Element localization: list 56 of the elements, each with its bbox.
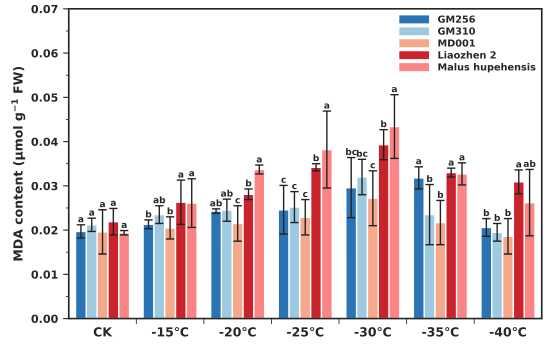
- annotation: a: [189, 171, 194, 176]
- annotation: a: [78, 217, 84, 222]
- annotation: b: [494, 214, 500, 222]
- annotation: a: [448, 160, 454, 166]
- annotation: c: [292, 184, 297, 190]
- x-tick-label: -15℃: [152, 327, 188, 337]
- y-tick-label: 0.06: [31, 49, 58, 58]
- y-tick-label: 0.02: [31, 226, 58, 234]
- annotation: a: [459, 155, 464, 160]
- annotation: b: [146, 210, 152, 218]
- legend-label: GM256: [438, 15, 475, 23]
- y-tick-label: 0.00: [31, 314, 58, 323]
- annotation: a: [178, 172, 184, 178]
- y-tick-label: 0.04: [31, 138, 58, 146]
- annotation: c: [302, 192, 308, 198]
- x-tick-label: -35℃: [422, 327, 458, 337]
- x-tick-label: -40℃: [490, 327, 526, 337]
- annotation: c: [370, 163, 375, 168]
- annotation: b: [505, 209, 511, 216]
- annotation: b: [438, 191, 444, 198]
- y-tick-label: 0.03: [31, 182, 58, 190]
- annotation: a: [324, 103, 330, 109]
- x-tick-label: -20℃: [219, 327, 256, 337]
- x-tick-label: -25℃: [287, 327, 324, 337]
- x-tick-label: -30℃: [354, 327, 391, 337]
- y-tick-label: 0.01: [31, 270, 58, 279]
- y-axis-title: MDA content (μmol g$^{−1}$ FW): [11, 66, 26, 261]
- annotation: a: [256, 157, 262, 163]
- annotation: c: [235, 198, 240, 204]
- annotation: ab: [524, 160, 536, 168]
- annotation: a: [416, 159, 422, 164]
- annotation: a: [392, 87, 397, 92]
- annotation: b: [381, 120, 386, 128]
- annotation: a: [100, 202, 105, 208]
- annotation: b: [427, 175, 432, 182]
- y-tick-label: 0.05: [31, 93, 58, 102]
- annotation: a: [89, 210, 94, 216]
- annotation: b: [314, 154, 319, 162]
- annotation: a: [516, 162, 522, 168]
- annotation: a: [122, 222, 126, 228]
- legend-label: Malus hupehensis: [438, 63, 536, 72]
- annotation: b: [484, 209, 490, 216]
- annotation: ab: [153, 196, 166, 204]
- legend-label: GM310: [438, 27, 476, 35]
- legend-label: Liaozhen 2: [438, 51, 496, 59]
- annotation: bc: [356, 150, 368, 157]
- x-tick-label: CK: [94, 327, 112, 337]
- legend-label: MD001: [438, 39, 475, 47]
- annotation: b: [168, 207, 173, 214]
- annotation: ab: [210, 199, 222, 206]
- annotation: a: [110, 200, 116, 206]
- y-tick-label: 0.07: [31, 4, 58, 14]
- annotation: c: [281, 178, 286, 183]
- annotation: ab: [220, 190, 233, 197]
- annotation: b: [246, 180, 252, 187]
- annotation: bc: [346, 148, 356, 156]
